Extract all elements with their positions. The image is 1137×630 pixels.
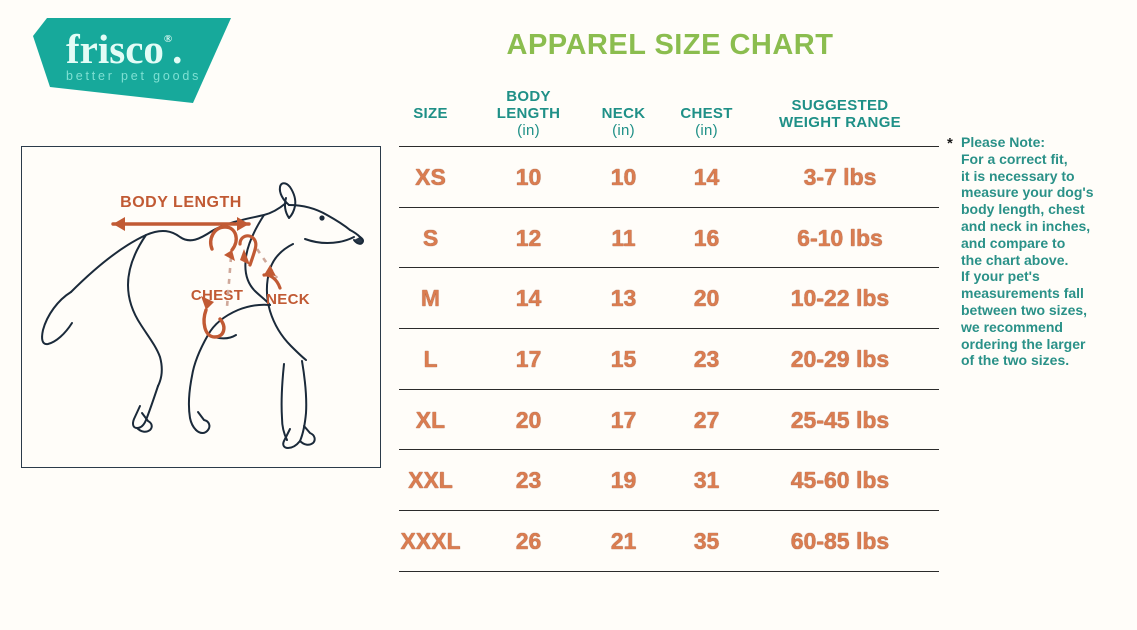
svg-text:BODY LENGTH: BODY LENGTH: [120, 194, 242, 211]
svg-text:CHEST: CHEST: [191, 287, 243, 304]
svg-text:NECK: NECK: [266, 291, 310, 308]
svg-text:better pet goods: better pet goods: [66, 69, 201, 83]
